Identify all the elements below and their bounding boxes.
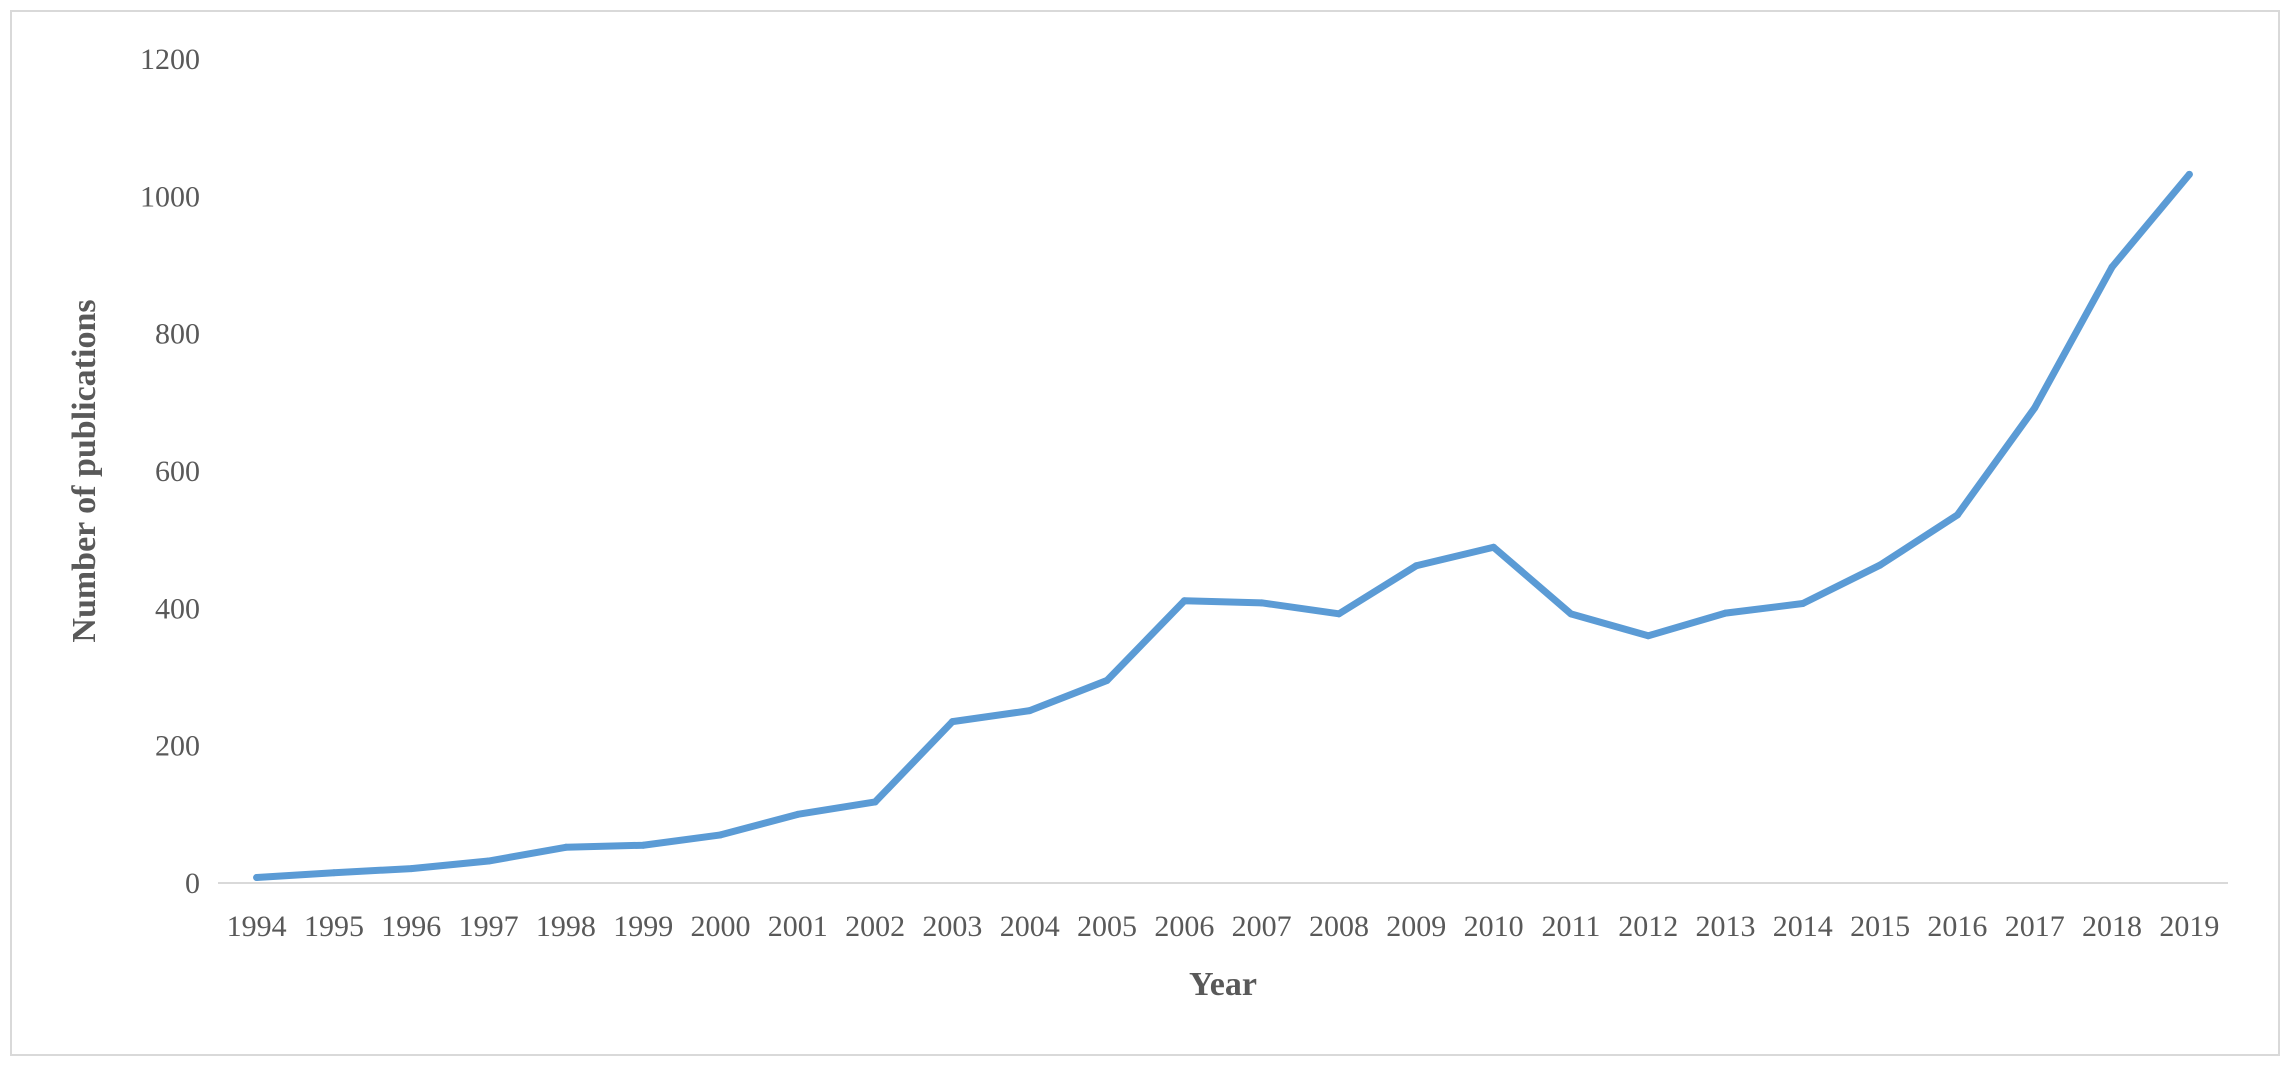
data-point [1026,707,1034,715]
x-tick-label: 2002 [845,910,905,943]
y-axis-ticks: 0 200 400 600 800 1000 1200 [140,43,200,900]
x-tick-label: 1998 [536,910,596,943]
x-tick-label: 2009 [1386,910,1446,943]
data-point [871,798,879,806]
x-tick-label: 2006 [1154,910,1214,943]
data-point [717,831,724,839]
x-tick-label: 2019 [2159,910,2219,943]
x-tick-label: 1997 [459,910,519,943]
x-tick-label: 1994 [227,910,287,943]
data-point [2108,263,2116,271]
y-tick-label: 0 [185,867,200,900]
y-axis-title: Number of publications [66,299,103,642]
x-tick-label: 2007 [1232,910,1292,943]
data-point [330,869,338,877]
data-point [1335,610,1343,618]
data-point [1180,597,1188,605]
data-point [1258,599,1266,607]
data-point [639,841,647,849]
x-tick-label: 2010 [1464,910,1524,943]
data-point [562,843,570,851]
x-tick-label: 1995 [304,910,364,943]
data-point [1876,561,1884,569]
data-point [1722,609,1729,617]
y-tick-label: 800 [155,318,200,351]
x-tick-label: 2016 [1927,910,1987,943]
data-point [1799,600,1807,608]
x-axis-ticks: 1994 1995 1996 1997 1998 1999 2000 2001 2002 2003… [227,910,2220,943]
data-point [1644,632,1652,640]
data-point [1103,676,1111,684]
data-point [407,865,415,873]
data-point [1412,562,1420,570]
x-tick-label: 2003 [922,910,982,943]
x-tick-label: 2011 [1541,910,1600,943]
series-line [253,170,2193,882]
x-axis-title: Year [1189,966,1257,1003]
data-point [1567,610,1575,618]
y-tick-label: 1000 [140,180,200,213]
data-point [948,718,956,726]
x-tick-label: 2015 [1850,910,1910,943]
y-tick-label: 1200 [140,43,200,76]
data-point [485,857,493,865]
x-tick-label: 2001 [768,910,828,943]
data-point [1953,511,1961,519]
data-points [253,170,2193,882]
data-point [253,874,261,882]
x-tick-label: 2008 [1309,910,1369,943]
y-tick-label: 600 [155,455,200,488]
x-tick-label: 2013 [1696,910,1756,943]
x-tick-label: 1999 [613,910,673,943]
x-tick-label: 2000 [691,910,751,943]
x-tick-label: 2004 [1000,910,1060,943]
y-tick-label: 400 [155,592,200,625]
x-tick-label: 2018 [2082,910,2142,943]
data-point [794,810,802,818]
x-tick-label: 1996 [381,910,441,943]
x-tick-label: 2012 [1618,910,1678,943]
x-tick-label: 2014 [1773,910,1833,943]
chart-frame [10,10,2280,1056]
data-point [1490,543,1498,551]
data-point [2185,170,2193,178]
x-tick-label: 2017 [2005,910,2065,943]
data-point [2031,404,2039,412]
y-tick-label: 200 [155,730,200,763]
x-tick-label: 2005 [1077,910,1137,943]
